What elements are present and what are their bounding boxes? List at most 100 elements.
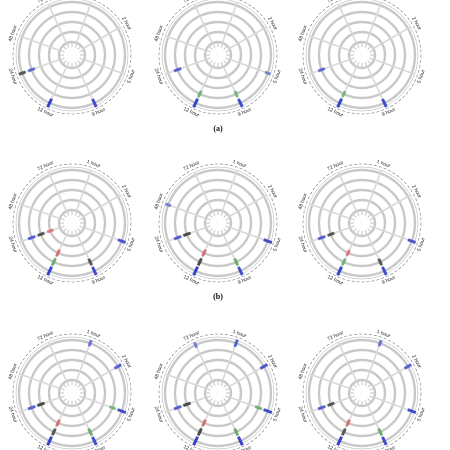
hub-tick bbox=[66, 400, 70, 405]
mark-12-hour-red bbox=[345, 249, 351, 257]
spoke-label-2: 5 hour bbox=[416, 69, 427, 85]
hub-tick bbox=[66, 381, 70, 386]
ring-3 bbox=[183, 20, 253, 90]
panel-label-a: (a) bbox=[213, 124, 223, 133]
spoke-label-2: 5 hour bbox=[272, 69, 283, 85]
hub-tick bbox=[369, 57, 374, 61]
hub-tick bbox=[367, 398, 371, 402]
hub-tick bbox=[353, 214, 357, 218]
hub-tick bbox=[209, 214, 213, 218]
spoke-6 bbox=[165, 373, 207, 390]
spoke-label-5: 24 hour bbox=[153, 68, 165, 86]
hub-tick bbox=[367, 214, 371, 218]
spoke-6 bbox=[309, 35, 351, 52]
spoke-1 bbox=[372, 194, 411, 218]
hub-tick bbox=[77, 228, 81, 232]
spoke-label-3: 9 hour bbox=[381, 445, 397, 450]
spoke-2 bbox=[83, 226, 125, 243]
ring-3 bbox=[37, 20, 107, 90]
spoke-7 bbox=[337, 171, 358, 212]
spoke-6 bbox=[19, 203, 61, 220]
mark-24-hour-black bbox=[327, 401, 335, 407]
hub-tick bbox=[220, 43, 224, 48]
mark-9-hour-black bbox=[87, 258, 94, 266]
spoke-label-6: 48 hour bbox=[297, 24, 309, 42]
spoke-label-6: 48 hour bbox=[153, 362, 165, 380]
ring-4 bbox=[317, 10, 407, 100]
spoke-label-4: 12 hour bbox=[36, 274, 54, 287]
ring-4 bbox=[173, 10, 263, 100]
mark-9-hour-blue bbox=[237, 436, 244, 446]
outer-dashed-ring bbox=[302, 0, 422, 115]
hub-tick bbox=[63, 46, 67, 50]
outer-ring bbox=[15, 336, 129, 450]
outer-dashed-ring bbox=[158, 333, 278, 450]
ring-3 bbox=[327, 20, 397, 90]
mark-24-hour-blue bbox=[173, 234, 182, 241]
hub-tick bbox=[223, 384, 227, 388]
hub-tick bbox=[63, 228, 67, 232]
mark-12-hour-blue bbox=[336, 266, 343, 276]
spoke-label-5: 24 hour bbox=[153, 406, 165, 424]
spoke-0 bbox=[365, 2, 382, 44]
ring-3 bbox=[183, 358, 253, 428]
spoke-label-6: 48 hour bbox=[153, 24, 165, 42]
mark-24-hour-black bbox=[37, 231, 45, 237]
spoke-label-4: 12 hour bbox=[36, 106, 54, 119]
outer-ring bbox=[15, 0, 129, 112]
mark-5-hour-blue bbox=[263, 408, 273, 415]
mark-24-hour-red bbox=[46, 228, 54, 234]
hub-tick bbox=[74, 381, 78, 386]
hub-tick bbox=[356, 43, 360, 48]
hub-tick bbox=[60, 225, 65, 229]
mark-9-hour-blue bbox=[381, 98, 388, 108]
mark-24-hour-blue bbox=[317, 404, 326, 411]
mark-5-hour-green bbox=[254, 405, 263, 411]
hub-tick bbox=[350, 217, 355, 221]
spoke-0 bbox=[221, 2, 238, 44]
spoke-2 bbox=[83, 58, 125, 75]
hub-tick bbox=[206, 57, 211, 61]
ring-4 bbox=[173, 178, 263, 268]
outer-dashed-ring bbox=[12, 333, 132, 450]
mark-9-hour-blue bbox=[381, 266, 388, 276]
hub-tick bbox=[350, 57, 355, 61]
hub-tick bbox=[223, 60, 227, 64]
mark-12-hour-blue bbox=[46, 436, 53, 446]
hub-tick bbox=[206, 225, 211, 229]
hub-tick bbox=[74, 43, 78, 48]
hub-tick bbox=[60, 217, 65, 221]
spoke-7 bbox=[337, 3, 358, 44]
hub-tick bbox=[356, 381, 360, 386]
hub-tick bbox=[369, 225, 374, 229]
ring-1 bbox=[57, 40, 87, 70]
ring-2 bbox=[337, 30, 387, 80]
spoke-0 bbox=[365, 170, 382, 212]
hub-tick bbox=[212, 211, 216, 216]
hub-tick bbox=[212, 43, 216, 48]
spoke-label-0: 1 hour bbox=[86, 329, 102, 340]
hub-tick bbox=[209, 46, 213, 50]
spoke-label-3: 9 hour bbox=[381, 107, 397, 119]
mark-24-hour-blue bbox=[317, 67, 326, 73]
outer-ring bbox=[161, 166, 275, 280]
mark-72-hour-blue bbox=[193, 341, 199, 349]
spoke-label-5: 24 hour bbox=[297, 406, 309, 424]
hub-tick bbox=[367, 60, 371, 64]
ring-2 bbox=[337, 368, 387, 418]
hub-tick bbox=[220, 230, 224, 235]
mark-1-hour-blue bbox=[377, 339, 383, 347]
spoke-label-6: 48 hour bbox=[7, 362, 19, 380]
spoke-6 bbox=[19, 373, 61, 390]
hub-tick bbox=[60, 49, 65, 53]
mark-5-hour-blue bbox=[117, 238, 127, 244]
hub-tick bbox=[63, 214, 67, 218]
hub-tick bbox=[225, 395, 230, 399]
hub-tick bbox=[225, 217, 230, 221]
ring-4 bbox=[317, 178, 407, 268]
mark-9-hour-green bbox=[377, 427, 384, 437]
